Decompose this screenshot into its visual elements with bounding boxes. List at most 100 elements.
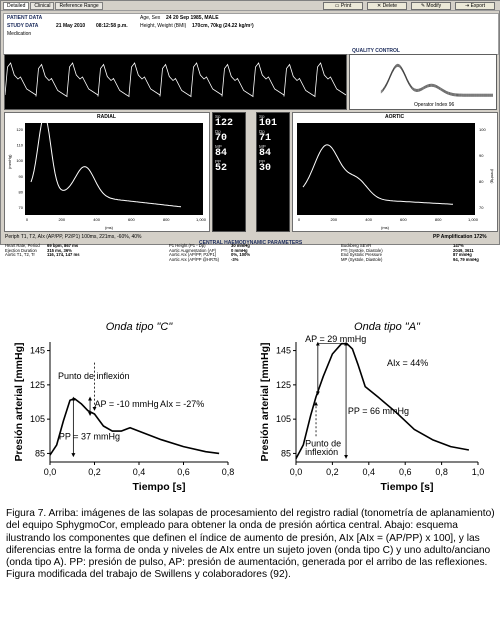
chart-onda-c: Onda tipo "C" 0,0 0,2 0,4 0,6 0,8 85 105 125 145 T… xyxy=(13,321,234,493)
aortic-plot-area xyxy=(297,123,475,215)
export-icon: ⇥ xyxy=(464,3,471,9)
pulse-strip-svg xyxy=(4,62,347,98)
modify-button[interactable]: ✎ Modify xyxy=(411,2,451,10)
radial-y-tick: 110 xyxy=(17,143,24,148)
delete-button[interactable]: ✕ Delete xyxy=(367,2,407,10)
qc-trace xyxy=(380,64,493,95)
y-axis-label: Presión arterial [mmHg] xyxy=(13,342,25,461)
inflection-label-cont: inflexión xyxy=(305,447,338,457)
qc-trace xyxy=(380,63,493,95)
y-tick-label: 125 xyxy=(276,380,291,390)
x-tick-label: 0,0 xyxy=(44,467,57,477)
pp-amplification: PP Amplification 172% xyxy=(433,234,487,240)
x-tick-label: 0,0 xyxy=(290,467,303,477)
figure-caption: Figura 7. Arriba: imágenes de las solapa… xyxy=(6,508,495,581)
y-tick-label: 145 xyxy=(30,346,45,356)
radial-numbers-box: Sp 122 Dp 70 MP 84 PP 52 xyxy=(212,112,246,232)
param-label: Aortic AIx (AP/PP, P2/P1) xyxy=(169,252,217,258)
pp-label: PP = 66 mmHg xyxy=(348,406,409,416)
aortic-panel: AORTIC 100 90 80 70 0 200 400 600 800 1,000 (mmH… xyxy=(292,112,498,232)
radial-x-tick: 400 xyxy=(93,217,100,222)
pulse-strip-trace xyxy=(4,62,347,98)
radial-title: RADIAL xyxy=(97,114,116,120)
ap-label: AP = -10 mmHg xyxy=(95,399,159,409)
radial-plot: 120 110 100 90 80 70 0 200 400 600 800 1,000 (mmHg… xyxy=(7,121,207,230)
aix-schematic: Onda tipo "C" 0,0 0,2 0,4 0,6 0,8 85 105 125 145 T… xyxy=(13,321,484,493)
aortic-waveform xyxy=(302,144,454,205)
print-button[interactable]: ▭ Print xyxy=(323,2,363,10)
tab-detailed[interactable]: Detailed xyxy=(3,2,30,10)
param-value: 147% xyxy=(453,243,464,248)
aortic-y-ticks: 100 90 80 70 xyxy=(479,127,486,210)
qc-trace xyxy=(380,66,493,97)
param-label: Aortic T1, T2, Tr xyxy=(5,252,35,258)
radial-x-unit: (ms) xyxy=(105,225,114,230)
param-value: 30 mmHg xyxy=(231,243,250,248)
radial-dp-label: Dp xyxy=(215,129,221,134)
param-value: 116, 174, 147 ms xyxy=(47,252,80,258)
aortic-mp-value: 84 xyxy=(259,148,272,159)
pressure-waveform xyxy=(49,397,220,456)
radial-mp-value: 84 xyxy=(215,148,228,159)
aortic-x-tick: 600 xyxy=(400,217,407,222)
radial-y-tick: 100 xyxy=(16,158,23,163)
patient-info-panel: PATIENT DATA STUDY DATA 21 May 2010 08:1… xyxy=(3,13,499,55)
radial-x-tick: 800 xyxy=(163,217,170,222)
toolbar: Detailed Clinical Reference Range ▭ Prin… xyxy=(1,1,500,11)
delete-icon: ✕ xyxy=(376,3,383,9)
sphygmocor-screenshot: Detailed Clinical Reference Range ▭ Prin… xyxy=(0,0,500,262)
param-label: MP (Systole, Diastole) xyxy=(341,256,383,262)
medication-label: Medication xyxy=(7,31,32,37)
param-value: 0%, 100% xyxy=(231,252,251,258)
aortic-x-tick: 200 xyxy=(330,217,337,222)
radial-pp-value: 52 xyxy=(215,163,228,174)
y-tick-label: 105 xyxy=(30,414,45,424)
quality-control-panel: Operator Index 96 xyxy=(349,54,497,110)
study-data-label: STUDY DATA xyxy=(7,23,39,29)
aortic-y-tick: 70 xyxy=(479,205,484,210)
aortic-dp-label: Dp xyxy=(259,129,265,134)
radial-plot-area xyxy=(25,123,203,215)
y-tick-label: 145 xyxy=(276,346,291,356)
param-value: 2049, 3611 xyxy=(453,247,474,253)
aix-label: AIx = 44% xyxy=(387,358,428,368)
x-tick-label: 0,4 xyxy=(133,467,146,477)
radial-x-tick: 1,000 xyxy=(196,217,207,222)
radial-y-tick: 80 xyxy=(19,189,24,194)
radial-y-ticks: 120 110 100 90 80 70 xyxy=(16,127,23,210)
quality-control-svg xyxy=(380,63,493,97)
aortic-x-ticks: 0 200 400 600 800 1,000 xyxy=(298,217,479,222)
radial-y-tick: 90 xyxy=(19,174,24,179)
param-label: End Systolic Pressure xyxy=(341,252,382,258)
pulse-waveform-strip xyxy=(4,54,347,110)
radial-pp-label: PP xyxy=(215,159,222,164)
param-value: 94, 79 mmHg xyxy=(453,256,479,262)
aortic-plot: 100 90 80 70 0 200 400 600 800 1,000 (mmHg) (ms) xyxy=(297,123,495,230)
qc-trace xyxy=(380,65,493,96)
param-label: Heart Rate, Period xyxy=(5,243,40,248)
aortic-x-unit: (ms) xyxy=(381,225,390,230)
study-date: 21 May 2010 xyxy=(56,23,86,29)
radial-sp-label: Sp xyxy=(215,114,221,119)
radial-x-tick: 600 xyxy=(128,217,135,222)
param-label: PTI (Systole, Diastole) xyxy=(341,247,383,253)
aortic-y-tick: 80 xyxy=(479,179,484,184)
tab-reference-range[interactable]: Reference Range xyxy=(55,2,103,10)
printer-icon: ▭ xyxy=(334,3,341,9)
aortic-y-unit: (mmHg) xyxy=(490,169,495,184)
export-button[interactable]: ⇥ Export xyxy=(455,2,495,10)
aortic-x-tick: 1,000 xyxy=(468,217,479,222)
quality-control-overlay xyxy=(380,63,493,97)
radial-waveform xyxy=(30,121,182,208)
param-value: -3% xyxy=(231,256,239,262)
quality-control-label: QUALITY CONTROL xyxy=(352,48,400,54)
tab-clinical[interactable]: Clinical xyxy=(30,2,55,10)
ap-label: AP = 29 mmHg xyxy=(305,334,366,344)
radial-sp-value: 122 xyxy=(215,118,234,129)
param-label: Buckberg SEVR xyxy=(341,243,372,248)
x-axis-label: Tiempo [s] xyxy=(381,481,434,493)
aortic-y-tick: 90 xyxy=(479,153,484,158)
param-label: Ejection Duration xyxy=(5,247,37,253)
y-tick-label: 125 xyxy=(30,380,45,390)
x-axis-label: Tiempo [s] xyxy=(133,481,186,493)
